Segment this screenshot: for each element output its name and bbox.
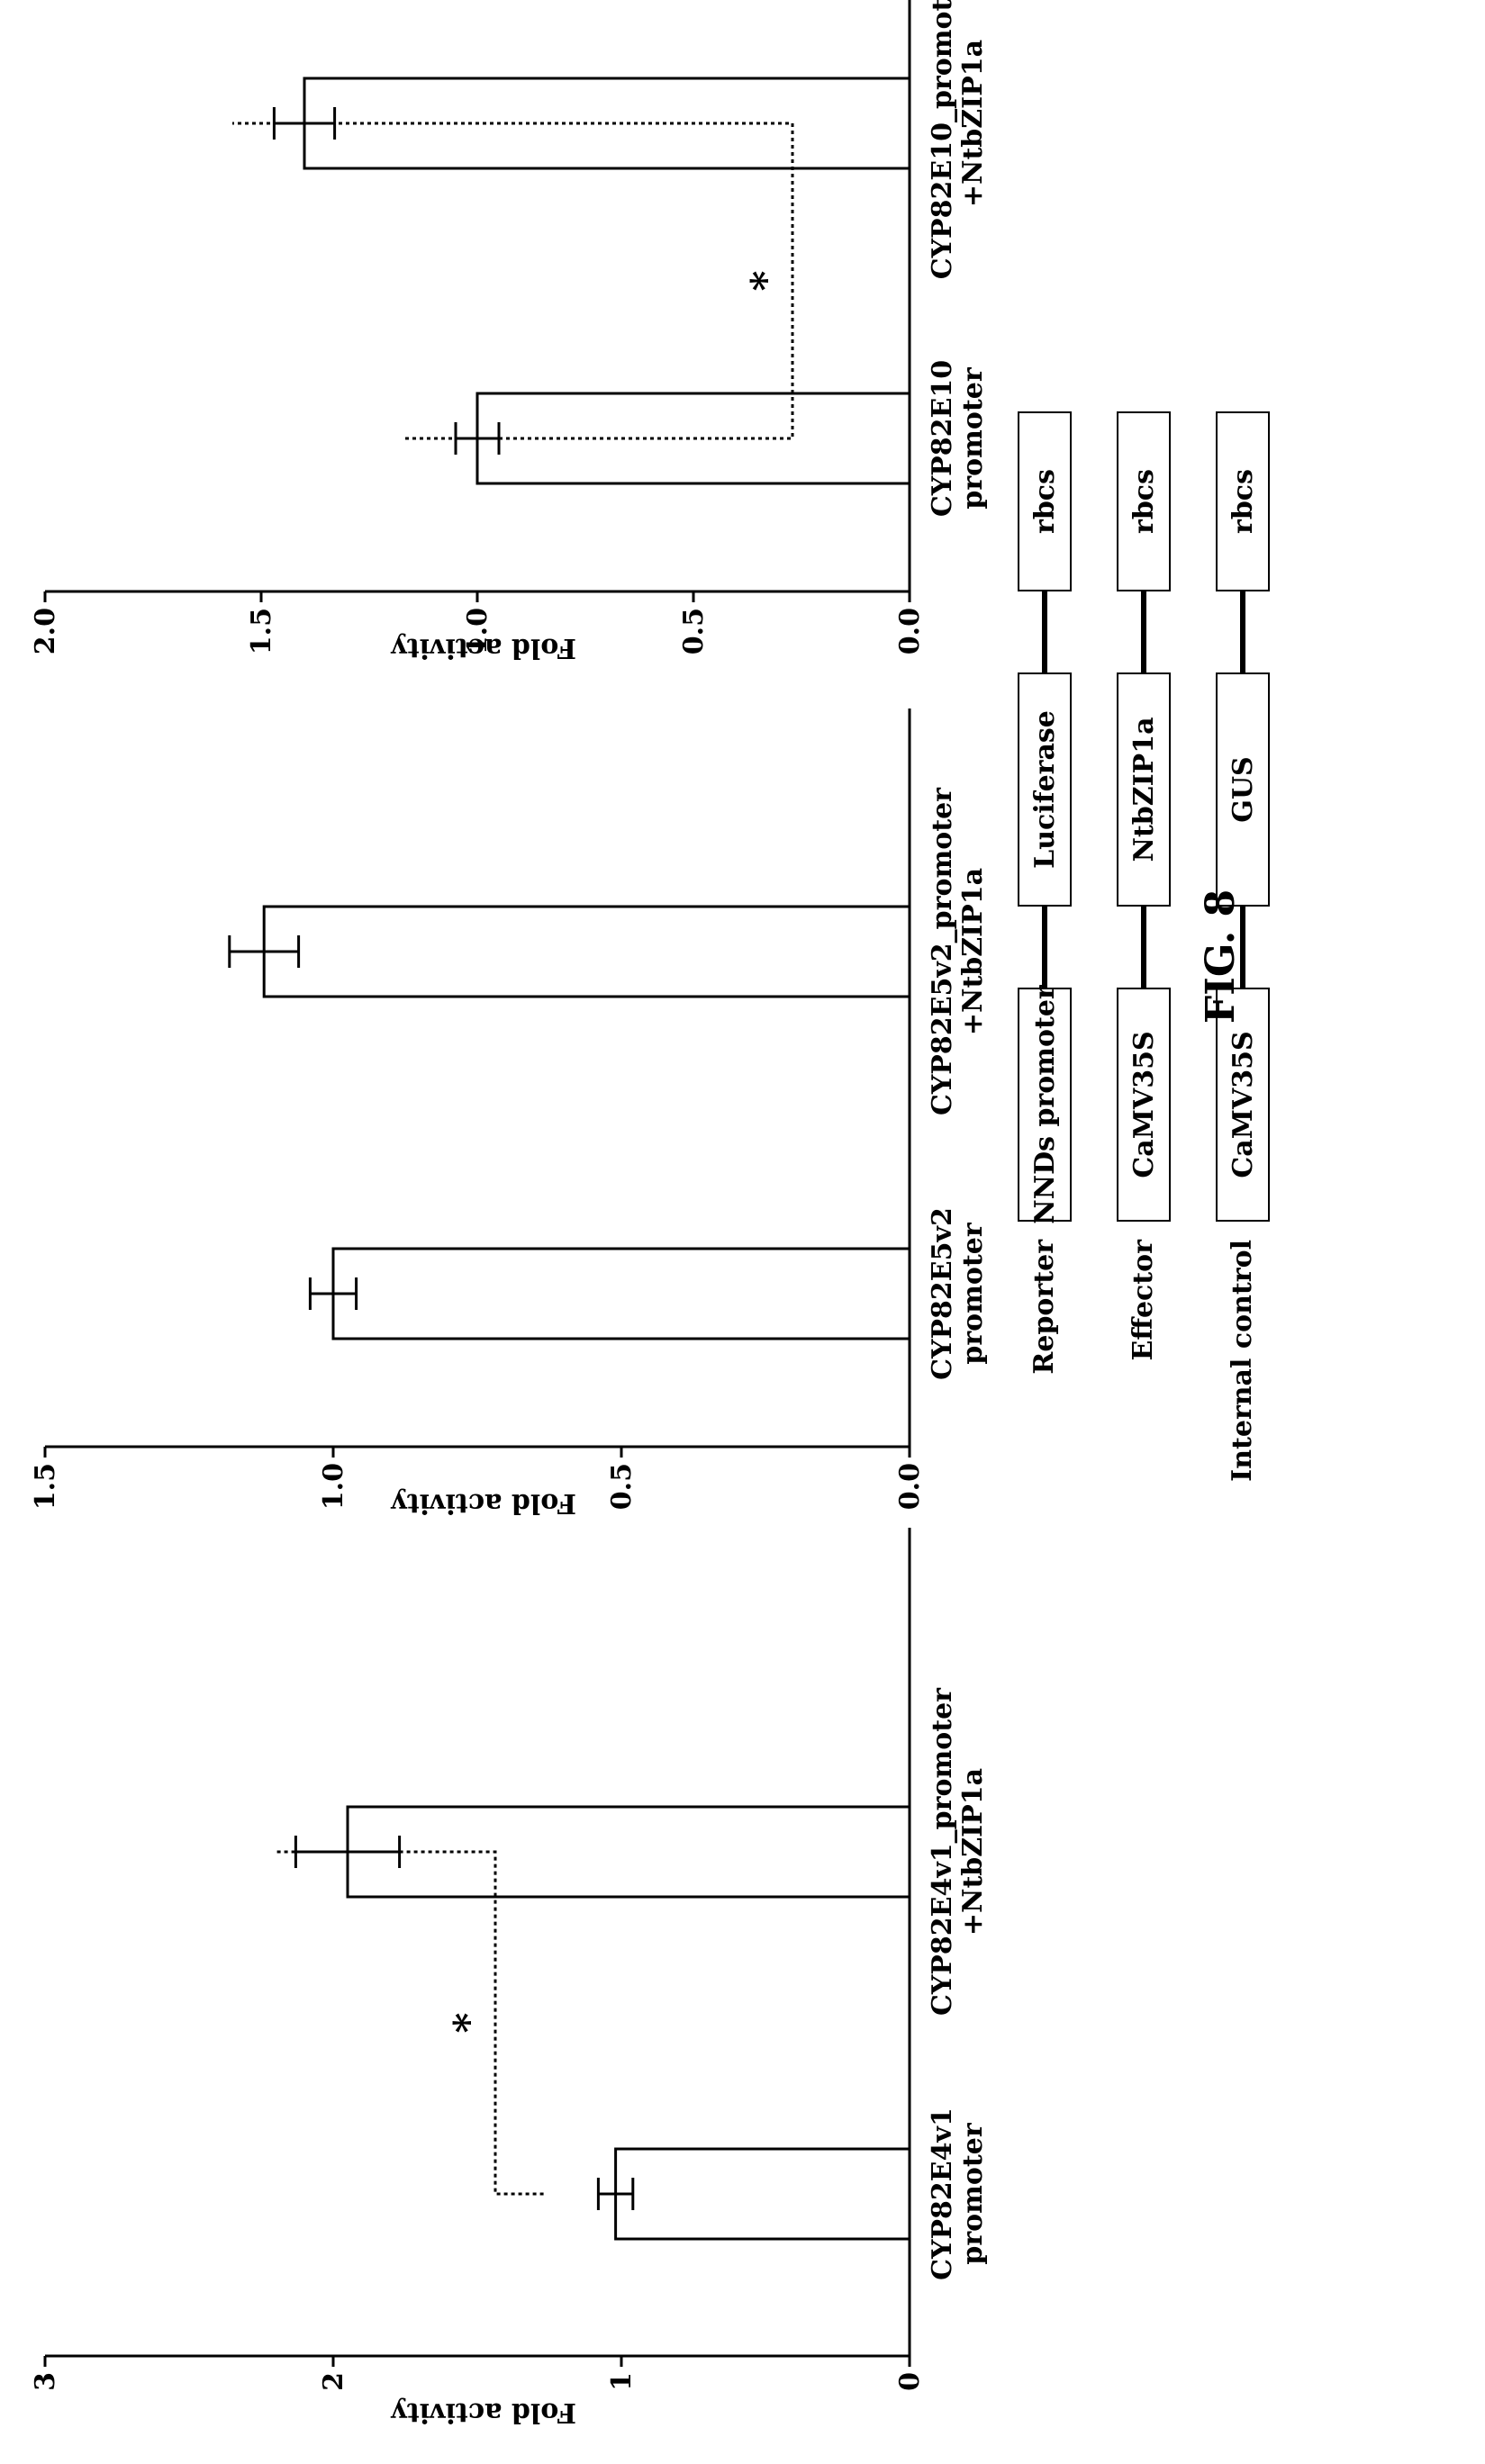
- construct-box: rbcs: [1117, 411, 1171, 591]
- construct-box: rbcs: [1216, 411, 1270, 591]
- error-bar: [596, 2178, 635, 2210]
- construct-row-label: Reporter: [1028, 1240, 1060, 1375]
- construct-box: Luciferase: [1018, 672, 1072, 907]
- y-tick-label: 1.5: [30, 1463, 61, 1510]
- y-tick-label: 1.0: [318, 1463, 349, 1510]
- significance-bracket: [276, 1850, 544, 2196]
- y-tick-label: 2: [318, 2372, 349, 2391]
- y-tick-label: 3: [30, 2372, 61, 2391]
- construct-box: rbcs: [1018, 411, 1072, 591]
- y-axis-label: Fold activity: [391, 632, 576, 663]
- y-tick-label: 1: [606, 2372, 638, 2391]
- y-tick-label: 2.0: [30, 608, 61, 654]
- significance-marker: *: [743, 270, 789, 291]
- significance-bracket: [232, 122, 794, 440]
- y-tick-label: 0.0: [894, 608, 926, 654]
- error-bar: [228, 935, 301, 968]
- construct-connector: [1141, 907, 1146, 988]
- construct-box: CaMV35S: [1117, 988, 1171, 1222]
- construct-box: NtbZIP1a: [1117, 672, 1171, 907]
- error-bar: [308, 1277, 358, 1310]
- construct-connector: [1141, 591, 1146, 672]
- category-label: CYP82E10_promoter +NtbZIP1a: [927, 0, 989, 280]
- y-tick-label: 0: [894, 2372, 926, 2391]
- y-tick-label: 0.0: [894, 1463, 926, 1510]
- construct-row-label: Effector: [1127, 1240, 1159, 1361]
- y-tick-label: 0.5: [678, 608, 710, 654]
- y-tick-label: 1.0: [462, 608, 493, 654]
- y-tick-label: 0.5: [606, 1463, 638, 1510]
- construct-row-label: Internal control: [1227, 1240, 1258, 1482]
- y-tick-label: 1.5: [246, 608, 277, 654]
- construct-connector: [1042, 907, 1047, 988]
- construct-connector: [1042, 591, 1047, 672]
- construct-connector: [1240, 591, 1245, 672]
- construct-box: GUS: [1216, 672, 1270, 907]
- significance-marker: *: [446, 2012, 492, 2033]
- construct-box: NNDs promoter: [1018, 985, 1072, 1224]
- figure-label: FIG. 8: [1198, 889, 1244, 1024]
- category-label: CYP82E10 promoter: [927, 359, 989, 518]
